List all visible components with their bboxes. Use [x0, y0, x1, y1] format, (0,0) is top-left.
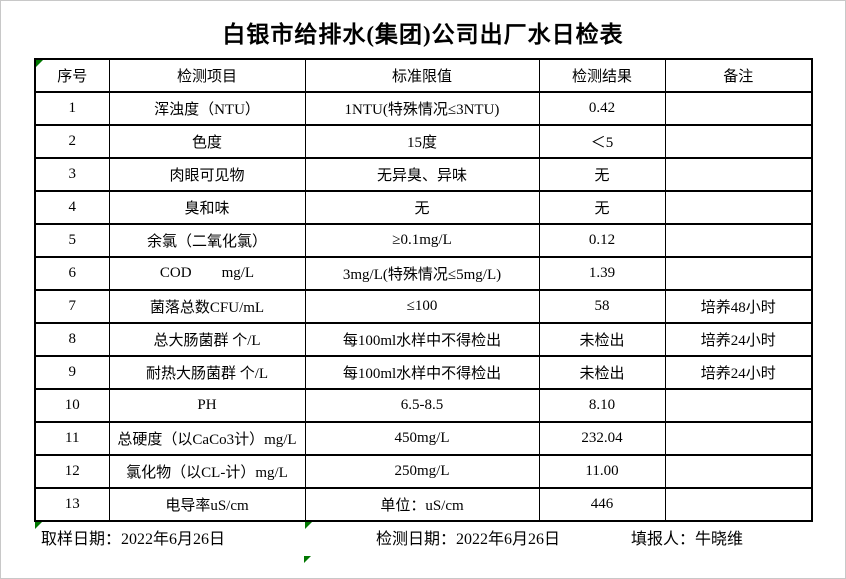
table-row: 9 耐热大肠菌群 个/L 每100ml水样中不得检出 未检出 培养24小时 — [34, 355, 813, 390]
test-item-cell: 耐热大肠菌群 个/L — [108, 355, 306, 390]
test-result-cell: 无 — [538, 190, 666, 225]
remark-cell — [664, 256, 813, 291]
test-result-cell: 未检出 — [538, 355, 666, 390]
remark-cell — [664, 157, 813, 192]
standard-limit-cell: 每100ml水样中不得检出 — [304, 355, 540, 390]
serial-number-cell: 1 — [34, 91, 110, 126]
serial-number-cell: 7 — [34, 289, 110, 324]
test-result-cell: 8.10 — [538, 388, 666, 423]
serial-number-cell: 10 — [34, 388, 110, 423]
remark-cell — [664, 91, 813, 126]
test-item-cell: 浑浊度（NTU） — [108, 91, 306, 126]
test-result-cell: 0.42 — [538, 91, 666, 126]
standard-limit-cell: ≥0.1mg/L — [304, 223, 540, 258]
remark-cell — [664, 421, 813, 456]
standard-limit-cell: 单位：uS/cm — [304, 487, 540, 522]
table-row: 4 臭和味无无 — [34, 190, 813, 225]
standard-limit-cell: 450mg/L — [304, 421, 540, 456]
cell-error-indicator-icon — [35, 522, 42, 529]
reporter-label: 填报人：牛晓维 — [631, 531, 744, 548]
cell-error-indicator-icon — [304, 556, 311, 563]
remark-cell — [664, 124, 813, 159]
table-row: 8 总大肠菌群 个/L 每100ml水样中不得检出 未检出 培养24小时 — [34, 322, 813, 357]
page-title: 白银市给排水(集团)公司出厂水日检表 — [222, 22, 624, 47]
table-row: 7 菌落总数CFU/mL ≤100 58 培养48小时 — [34, 289, 813, 324]
table-row: 1 浑浊度（NTU） 1NTU(特殊情况≤3NTU) 0.42 — [34, 91, 813, 126]
remark-cell — [664, 388, 813, 423]
test-result-cell: ＜5 — [538, 124, 666, 159]
remark-cell — [664, 487, 813, 522]
header-standard-limit: 标准限值 — [304, 58, 540, 93]
remark-cell — [664, 454, 813, 489]
test-item-cell: 氯化物（以CL-计）mg/L — [108, 454, 306, 489]
serial-number-cell: 11 — [34, 421, 110, 456]
serial-number-cell: 8 — [34, 322, 110, 357]
remark-cell — [664, 190, 813, 225]
standard-limit-cell: ≤100 — [304, 289, 540, 324]
header-test-result: 检测结果 — [538, 58, 666, 93]
serial-number-cell: 6 — [34, 256, 110, 291]
serial-number-cell: 5 — [34, 223, 110, 258]
test-item-cell: 臭和味 — [108, 190, 306, 225]
serial-number-cell: 3 — [34, 157, 110, 192]
standard-limit-cell: 6.5-8.5 — [304, 388, 540, 423]
serial-number-cell: 9 — [34, 355, 110, 390]
table-row: 3 肉眼可见物 无异臭、异味无 — [34, 157, 813, 192]
standard-limit-cell: 每100ml水样中不得检出 — [304, 322, 540, 357]
standard-limit-cell: 250mg/L — [304, 454, 540, 489]
test-item-cell: COD mg/L — [108, 256, 306, 291]
cell-error-indicator-icon — [305, 522, 312, 529]
standard-limit-cell: 无 — [304, 190, 540, 225]
test-item-cell: 总硬度（以CaCo3计）mg/L — [108, 421, 306, 456]
test-item-cell: 总大肠菌群 个/L — [108, 322, 306, 357]
test-result-cell: 58 — [538, 289, 666, 324]
header-serial-number: 序号 — [34, 58, 110, 93]
serial-number-cell: 13 — [34, 487, 110, 522]
standard-limit-cell: 1NTU(特殊情况≤3NTU) — [304, 91, 540, 126]
table-row: 11 总硬度（以CaCo3计）mg/L 450mg/L 232.04 — [34, 421, 813, 456]
table-row: 13 电导率uS/cm 单位：uS/cm 446 — [34, 487, 813, 522]
remark-cell: 培养48小时 — [664, 289, 813, 324]
test-item-cell: 色度 — [108, 124, 306, 159]
table-row: 10 PH 6.5-8.5 8.10 — [34, 388, 813, 423]
table-header-row: 序号 检测项目 标准限值 检测结果 备注 — [34, 58, 813, 93]
test-item-cell: 菌落总数CFU/mL — [108, 289, 306, 324]
standard-limit-cell: 15度 — [304, 124, 540, 159]
serial-number-cell: 12 — [34, 454, 110, 489]
standard-limit-cell: 3mg/L(特殊情况≤5mg/L) — [304, 256, 540, 291]
test-item-cell: PH — [108, 388, 306, 423]
remark-cell: 培养24小时 — [664, 355, 813, 390]
serial-number-cell: 2 — [34, 124, 110, 159]
inspection-table: 序号 检测项目 标准限值 检测结果 备注 1 浑浊度（NTU） 1NTU(特殊情况≤… — [34, 58, 813, 522]
cell-error-indicator-icon — [36, 60, 43, 67]
remark-cell: 培养24小时 — [664, 322, 813, 357]
table-row: 12 氯化物（以CL-计）mg/L 250mg/L 11.00 — [34, 454, 813, 489]
serial-number-cell: 4 — [34, 190, 110, 225]
test-item-cell: 肉眼可见物 — [108, 157, 306, 192]
footer: 取样日期：2022年6月26日 检测日期：2022年6月26日 填报人：牛晓维 — [1, 525, 845, 549]
test-result-cell: 446 — [538, 487, 666, 522]
test-result-cell: 无 — [538, 157, 666, 192]
test-item-cell: 电导率uS/cm — [108, 487, 306, 522]
table-body: 1 浑浊度（NTU） 1NTU(特殊情况≤3NTU) 0.42 2 色度 15度 ＜5 3 肉眼可… — [34, 91, 813, 522]
header-test-item: 检测项目 — [108, 58, 306, 93]
test-result-cell: 232.04 — [538, 421, 666, 456]
table-row: 6 COD mg/L 3mg/L(特殊情况≤5mg/L) 1.39 — [34, 256, 813, 291]
header-remark: 备注 — [664, 58, 813, 93]
table-row: 5 余氯（二氧化氯） ≥0.1mg/L 0.12 — [34, 223, 813, 258]
test-item-cell: 余氯（二氧化氯） — [108, 223, 306, 258]
remark-cell — [664, 223, 813, 258]
sampling-date-label: 取样日期：2022年6月26日 — [41, 531, 226, 548]
test-result-cell: 1.39 — [538, 256, 666, 291]
standard-limit-cell: 无异臭、异味 — [304, 157, 540, 192]
table-row: 2 色度 15度 ＜5 — [34, 124, 813, 159]
test-date-label: 检测日期：2022年6月26日 — [376, 531, 561, 548]
test-result-cell: 11.00 — [538, 454, 666, 489]
test-result-cell: 未检出 — [538, 322, 666, 357]
test-result-cell: 0.12 — [538, 223, 666, 258]
